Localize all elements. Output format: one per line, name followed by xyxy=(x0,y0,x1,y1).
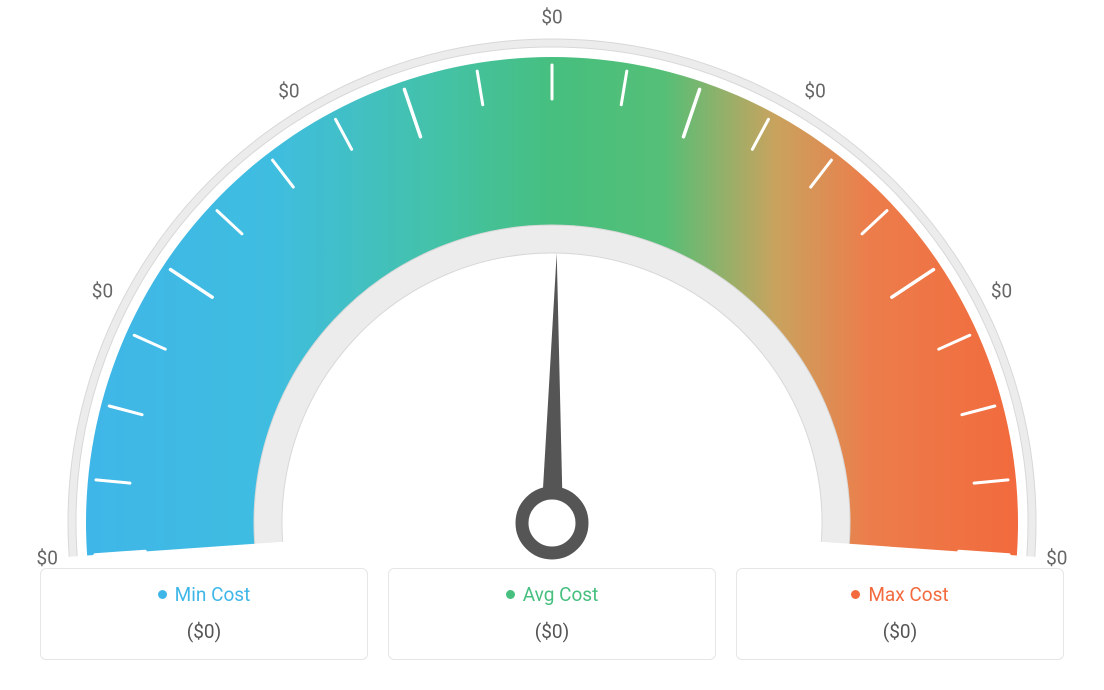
legend-card: Avg Cost ($0) xyxy=(388,568,716,660)
legend-card: Max Cost ($0) xyxy=(736,568,1064,660)
legend-card-value: ($0) xyxy=(51,620,357,643)
legend-title-text: Avg Cost xyxy=(523,583,599,606)
legend-row: Min Cost ($0) Avg Cost ($0) Max Cost ($0) xyxy=(40,568,1064,660)
legend-card-value: ($0) xyxy=(399,620,705,643)
gauge-scale-label: $0 xyxy=(37,547,58,570)
gauge-scale-label: $0 xyxy=(92,279,113,302)
gauge-scale-label: $0 xyxy=(278,79,299,102)
gauge-scale-label: $0 xyxy=(541,6,562,29)
legend-title-text: Min Cost xyxy=(175,583,251,606)
legend-card-title: Min Cost xyxy=(158,583,251,606)
legend-card-value: ($0) xyxy=(747,620,1053,643)
legend-card-title: Avg Cost xyxy=(506,583,599,606)
legend-dot-icon xyxy=(851,590,860,599)
gauge-chart: $0$0$0$0$0$0$0 xyxy=(0,0,1104,560)
gauge-svg xyxy=(40,18,1064,578)
legend-dot-icon xyxy=(506,590,515,599)
gauge-scale-label: $0 xyxy=(991,279,1012,302)
legend-card-title: Max Cost xyxy=(851,583,948,606)
legend-card: Min Cost ($0) xyxy=(40,568,368,660)
legend-title-text: Max Cost xyxy=(868,583,948,606)
legend-dot-icon xyxy=(158,590,167,599)
gauge-scale-label: $0 xyxy=(804,79,825,102)
gauge-scale-label: $0 xyxy=(1046,547,1067,570)
